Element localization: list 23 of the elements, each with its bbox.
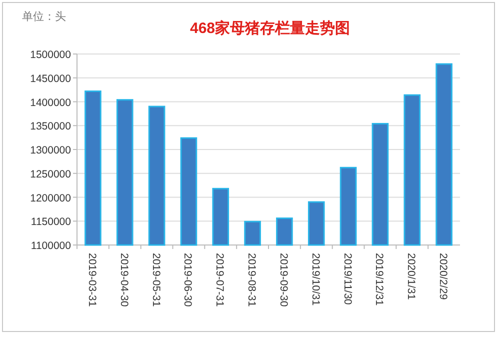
y-tick-label: 1300000 <box>30 144 72 156</box>
y-tick-label: 1450000 <box>30 72 72 85</box>
x-tick-label: 2019-05-31 <box>150 253 162 307</box>
x-tick-label: 2019-04-30 <box>118 253 130 307</box>
x-tick-label: 2019-09-30 <box>277 253 290 307</box>
x-tick-label: 2019/12/31 <box>373 253 386 306</box>
chart-title: 468家母猪存栏量走势图 <box>190 19 350 37</box>
y-tick-label: 1150000 <box>30 216 72 228</box>
y-tick-label: 1350000 <box>30 120 72 133</box>
x-tick-label: 2019-06-30 <box>182 253 194 307</box>
y-axis-title: 单位：头 <box>22 10 66 23</box>
y-tick-label: 1400000 <box>30 96 72 109</box>
x-tick-label: 2019-03-31 <box>86 253 98 307</box>
y-tick-label: 1100000 <box>30 240 72 252</box>
x-tick-label: 2019-07-31 <box>214 253 226 307</box>
x-tick-label: 2019-08-31 <box>246 253 258 307</box>
x-tick-label: 2019/11/30 <box>341 253 354 305</box>
x-tick-label: 2020/1/31 <box>405 253 418 300</box>
y-tick-label: 1250000 <box>30 168 72 180</box>
y-tick-label: 1200000 <box>30 192 72 204</box>
x-tick-label: 2019/10/31 <box>309 253 322 306</box>
y-tick-label: 1500000 <box>30 49 72 61</box>
x-tick-label: 2020/2/29 <box>437 253 450 300</box>
